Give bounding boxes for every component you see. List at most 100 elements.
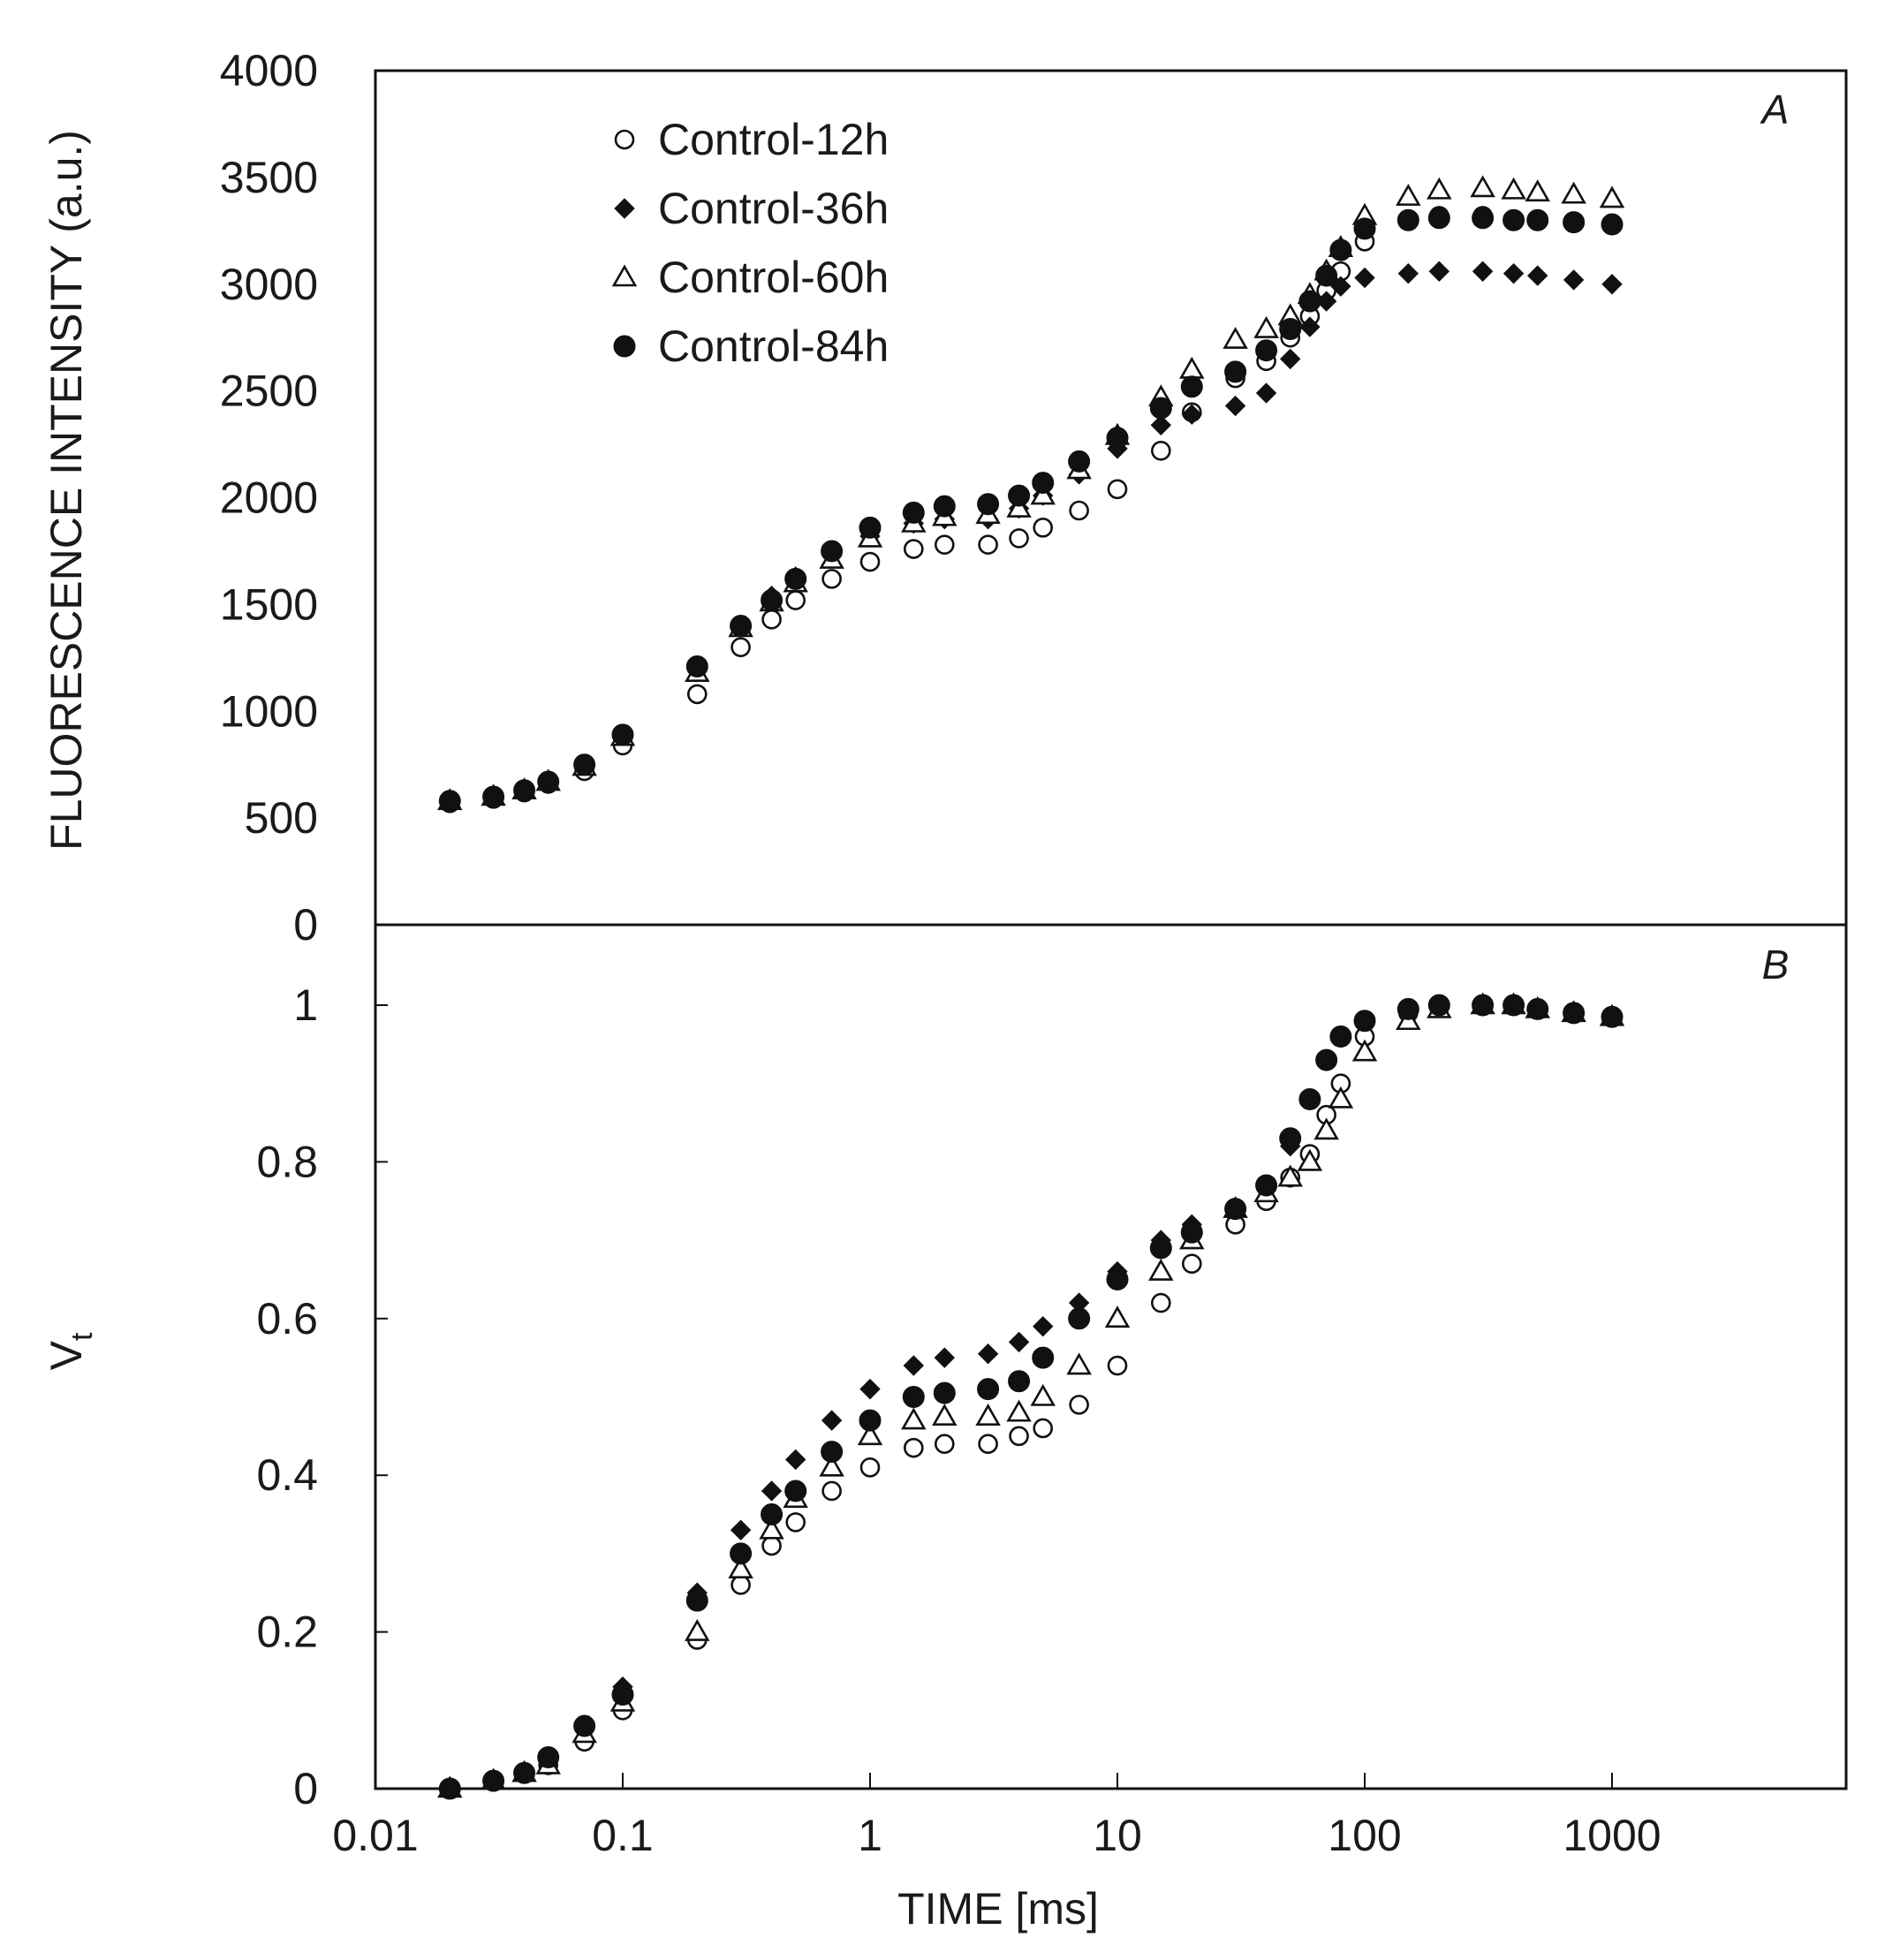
data-point-b-3-2: [513, 1761, 536, 1784]
data-point-a-3-18: [1106, 427, 1129, 450]
y-tick-label-a-8: 4000: [220, 46, 318, 95]
data-point-a-3-29: [1427, 207, 1450, 230]
y-tick-label-a-0: 0: [293, 900, 318, 950]
data-point-a-3-6: [685, 655, 708, 677]
data-point-a-2-28: [1396, 184, 1421, 206]
data-point-b-3-15: [1008, 1370, 1031, 1393]
data-point-a-2-15: [1006, 495, 1032, 518]
data-point-a-2-16: [1030, 482, 1056, 505]
data-point-b-2-26: [1328, 1086, 1354, 1109]
data-point-a-3-34: [1601, 213, 1624, 236]
data-point-b-0-14: [978, 1434, 998, 1455]
data-point-a-1-19: [1150, 414, 1172, 436]
data-point-b-3-34: [1601, 1005, 1624, 1028]
data-point-a-2-33: [1561, 181, 1586, 204]
data-point-b-0-20: [1181, 1253, 1202, 1275]
data-point-a-3-0: [438, 790, 461, 813]
series-a-control-84h: [438, 207, 1624, 813]
data-point-a-0-11: [859, 551, 881, 572]
data-point-b-2-24: [1297, 1148, 1323, 1171]
legend-marker-3: [613, 335, 636, 358]
data-point-a-2-30: [1470, 175, 1495, 198]
data-point-a-3-10: [821, 540, 844, 563]
y-tick-label-a-4: 2000: [220, 473, 318, 523]
data-point-a-1-34: [1601, 274, 1623, 295]
data-point-b-3-5: [611, 1684, 634, 1706]
data-point-a-3-3: [537, 770, 560, 793]
data-point-b-3-7: [730, 1542, 753, 1565]
legend: Control-12h Control-36h Control-60h Control…: [611, 115, 889, 371]
data-point-a-3-4: [573, 753, 596, 776]
data-point-b-3-23: [1279, 1127, 1302, 1150]
series-b-control-84h: [438, 994, 1624, 1800]
data-point-b-3-30: [1472, 994, 1495, 1017]
data-point-b-2-25: [1313, 1117, 1339, 1140]
data-point-a-0-10: [821, 569, 842, 589]
data-point-a-0-15: [1009, 528, 1029, 549]
data-point-b-2-27: [1351, 1039, 1378, 1062]
data-point-a-1-29: [1428, 261, 1450, 282]
y-tick-label-a-3: 1500: [220, 579, 318, 629]
data-point-b-3-26: [1329, 1025, 1352, 1048]
data-point-b-3-4: [573, 1714, 596, 1737]
data-point-b-2-6: [685, 1618, 710, 1641]
data-point-b-2-23: [1277, 1164, 1303, 1187]
panel-label-b: B: [1762, 942, 1790, 988]
data-point-a-2-21: [1223, 326, 1248, 349]
data-point-b-0-11: [859, 1457, 881, 1478]
legend-marker-2: [611, 264, 638, 287]
data-point-b-3-20: [1180, 1221, 1203, 1244]
figure-frame: [374, 69, 1848, 1790]
data-point-b-1-13: [934, 1347, 955, 1368]
y-axis-title-a: FLUORESCENCE INTENSITY (a.u.): [42, 130, 91, 851]
data-point-a-3-33: [1563, 211, 1586, 234]
legend-label-0: Control-12h: [658, 115, 889, 164]
data-point-a-3-1: [482, 785, 505, 808]
panel-b: 0 0.2 0.4 0.6 0.8 1 0.01 0.1 1 10 100 1000 TIME [ms]…: [42, 942, 1789, 1934]
data-point-b-2-13: [932, 1404, 958, 1426]
data-point-b-2-8: [759, 1517, 784, 1540]
data-point-a-3-27: [1353, 217, 1376, 240]
data-point-a-3-28: [1397, 208, 1419, 231]
data-point-a-3-15: [1008, 484, 1031, 507]
legend-marker-0: [614, 129, 635, 150]
data-point-b-3-10: [821, 1441, 844, 1464]
data-point-a-3-23: [1279, 318, 1302, 341]
data-point-b-0-10: [821, 1480, 842, 1502]
data-point-b-0-9: [785, 1512, 806, 1532]
y-axis-title-b-subscript: t: [65, 1332, 99, 1341]
data-point-b-3-0: [438, 1777, 461, 1800]
data-point-a-3-17: [1068, 450, 1091, 473]
data-point-a-0-13: [934, 534, 955, 555]
data-point-b-2-12: [901, 1407, 927, 1430]
data-point-a-1-21: [1224, 395, 1246, 417]
data-point-a-0-16: [1033, 518, 1054, 538]
data-point-a-1-23: [1280, 348, 1301, 370]
data-point-b-3-6: [685, 1589, 708, 1612]
data-point-b-3-16: [1032, 1346, 1055, 1369]
data-point-b-0-13: [934, 1434, 955, 1455]
data-point-a-0-19: [1151, 441, 1171, 461]
data-point-a-3-19: [1149, 397, 1172, 420]
data-point-b-3-19: [1149, 1237, 1172, 1260]
data-point-b-2-15: [1006, 1399, 1032, 1422]
data-point-b-0-16: [1033, 1418, 1054, 1439]
data-point-a-3-30: [1472, 207, 1495, 230]
data-point-b-0-17: [1069, 1395, 1089, 1415]
data-point-a-2-32: [1525, 179, 1550, 202]
x-tick-label-4: 100: [1328, 1811, 1401, 1860]
data-point-b-2-10: [819, 1454, 844, 1477]
data-point-a-1-20: [1181, 404, 1202, 425]
data-point-b-2-14: [975, 1404, 1001, 1426]
data-point-a-3-32: [1526, 208, 1549, 231]
data-point-b-0-15: [1009, 1426, 1029, 1447]
data-point-b-3-13: [933, 1381, 956, 1404]
panel-a: 0 500 1000 1500 2000 2500 3000 3500 4000 FLUORESC…: [42, 46, 1789, 950]
y-tick-label-a-7: 3500: [220, 153, 318, 202]
data-point-a-0-7: [730, 637, 751, 658]
data-point-b-3-17: [1068, 1307, 1091, 1330]
data-point-b-3-8: [761, 1503, 783, 1526]
data-point-b-3-14: [977, 1378, 1000, 1401]
y-tick-label-a-1: 500: [245, 793, 318, 843]
data-point-b-3-33: [1563, 1002, 1586, 1025]
